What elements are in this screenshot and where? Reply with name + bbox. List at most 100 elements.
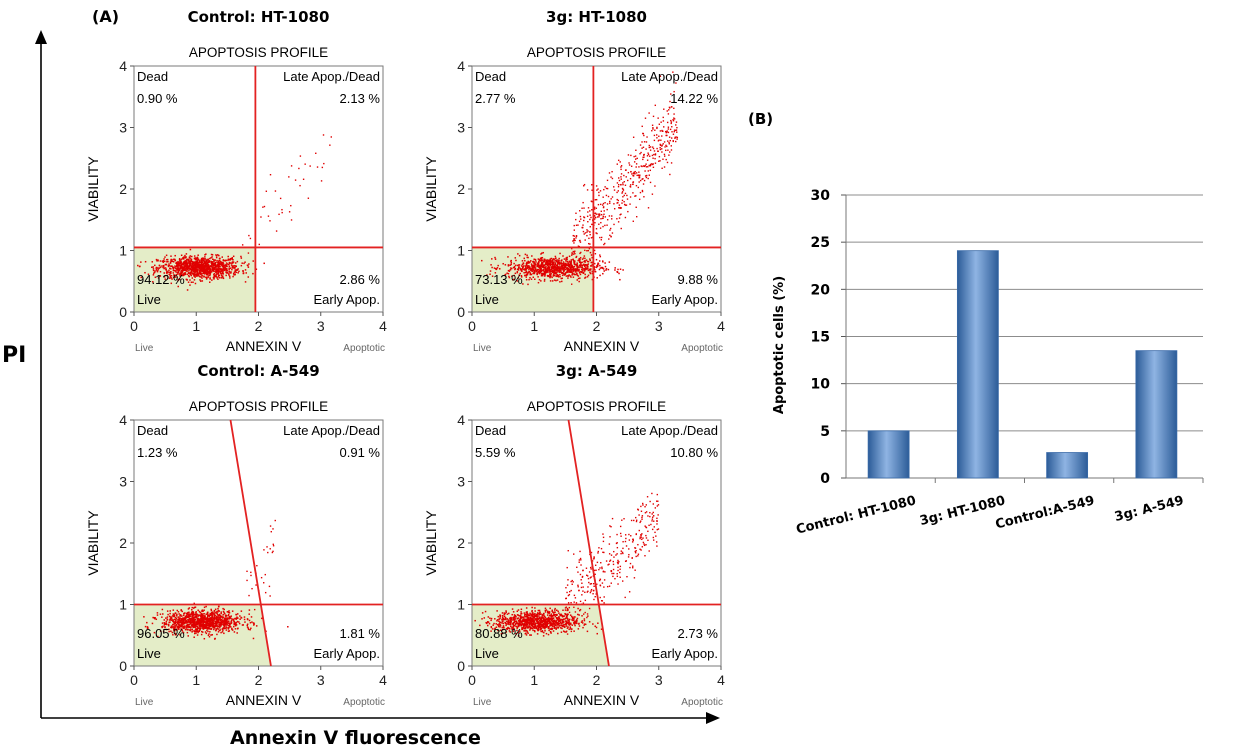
scatter-point [531,615,533,617]
scatter-point [526,621,528,624]
scatter-point [641,178,643,180]
scatter-point [674,137,676,139]
scatter-point [329,144,331,146]
scatter-point [159,260,162,262]
scatter-point [218,623,220,625]
scatter-point [652,503,655,505]
scatter-point [546,624,548,627]
scatter-point [206,624,208,626]
scatter-point [497,624,500,626]
scatter-point [188,620,191,623]
scatter-point [170,268,172,270]
scatter-point [518,254,521,257]
scatter-point [156,269,158,272]
scatter-point [507,621,509,624]
scatter-point [216,620,219,623]
scatter-point [507,622,510,625]
scatter-point [490,617,493,620]
scatter-point [195,257,197,259]
scatter-point [529,614,531,617]
scatter-point [227,613,230,616]
scatter-point [562,620,565,623]
scatter-point [557,617,559,620]
scatter-point [222,621,225,623]
scatter-point [186,613,189,615]
scatter-point [585,259,588,261]
scatter-point [544,272,546,274]
scatter-point [540,264,543,266]
scatter-point [533,626,536,629]
scatter-point [640,534,642,537]
scatter-point [268,585,271,588]
scatter-point [176,625,179,628]
scatter-point [235,617,237,620]
scatter-point [542,251,545,254]
scatter-point [611,177,614,180]
scatter-point [217,631,220,633]
scatter-point [548,622,550,625]
scatter-point [582,613,585,615]
scatter-point [549,270,552,273]
scatter-point [658,123,661,125]
scatter-point [192,611,195,614]
scatter-point [651,193,654,195]
scatter-point [551,259,553,262]
quadrant-early-value: 1.81 % [340,626,381,641]
scatter-point [144,260,147,263]
scatter-point [192,613,194,616]
scatter-point [605,269,607,271]
scatter-point [572,234,574,237]
scatter-point [572,258,574,261]
scatter-point [173,276,176,278]
scatter-point [627,154,630,156]
scatter-point [513,616,515,618]
scatter-point [554,609,556,611]
scatter-point [558,622,560,625]
scatter-point [320,180,323,182]
scatter-point [176,276,178,278]
scatter-point [554,607,556,610]
scatter-point [628,591,631,593]
scatter-point [184,628,187,631]
scatter-point [315,152,317,155]
scatter-point [200,625,203,627]
scatter-point [659,75,662,77]
scatter-point [554,272,556,275]
scatter-point [204,620,206,622]
scatter-point [539,617,541,619]
scatter-point [591,256,593,259]
scatter-point [666,110,668,112]
scatter-point [584,267,586,270]
scatter-point [526,627,529,629]
scatter-point [202,621,204,624]
scatter-point [180,264,183,266]
scatter-point [586,189,589,191]
scatter-point [194,264,196,267]
scatter-point [208,614,211,617]
scatter-point [631,541,634,543]
scatter-point [220,262,222,264]
scatter-point [638,175,641,177]
scatter-point [188,607,191,609]
scatter-point [560,267,563,270]
scatter-point [217,270,219,273]
scatter-point [193,613,196,616]
scatter-point [195,266,198,269]
scatter-point [550,627,552,630]
scatter-point [578,622,580,625]
scatter-point [661,135,663,137]
scatter-y-label: VIABILITY [85,156,101,222]
scatter-point [533,270,536,273]
scatter-point [506,628,508,630]
scatter-point [231,257,233,259]
scatter-point [517,624,519,626]
scatter-point [507,264,510,266]
scatter-point [595,213,598,215]
scatter-point [595,232,597,234]
scatter-point [213,609,216,612]
scatter-point [486,274,488,276]
scatter-point [551,261,554,263]
scatter-point [587,267,589,270]
scatter-point [544,621,546,624]
scatter-point [535,619,537,621]
